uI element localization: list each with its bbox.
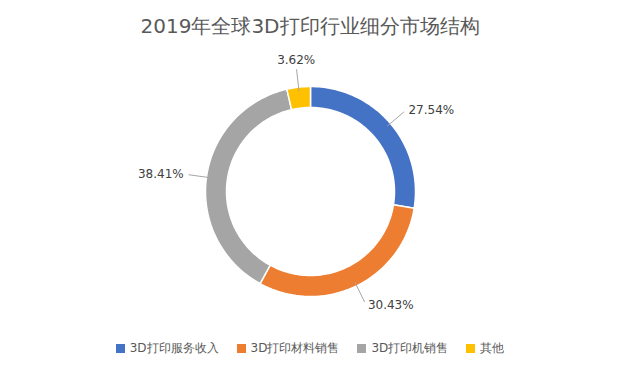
html-text:其他: 其他: [480, 341, 505, 355]
html-text:3D打印服务收入: 3D打印服务收入: [129, 341, 219, 355]
html-text:2019年全球3D打印行业细分市场结构: 2019年全球3D打印行业细分市场结构: [140, 14, 480, 38]
html-text:3D打印材料销售: 3D打印材料销售: [250, 341, 340, 355]
svg-text:30.43%: 30.43%: [368, 298, 414, 312]
svg-text:27.54%: 27.54%: [408, 103, 454, 117]
svg-text:38.41%: 38.41%: [138, 167, 184, 181]
svg-text:3.62%: 3.62%: [277, 53, 315, 67]
html-text:3D打印机销售: 3D打印机销售: [371, 341, 449, 355]
